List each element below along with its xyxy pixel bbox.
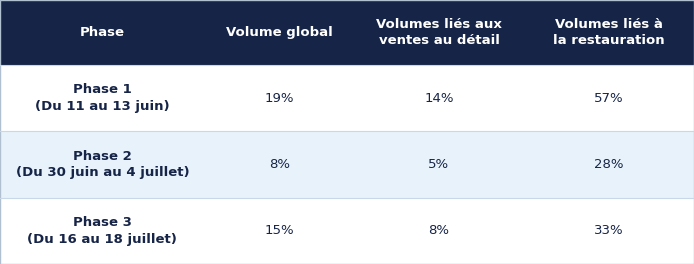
Text: Phase 1
(Du 11 au 13 juin): Phase 1 (Du 11 au 13 juin) [35, 83, 169, 113]
Text: 57%: 57% [594, 92, 624, 105]
Text: 8%: 8% [269, 158, 290, 171]
Text: Phase: Phase [80, 26, 125, 39]
Text: 19%: 19% [264, 92, 294, 105]
Bar [0, 131, 694, 198]
Text: Volumes liés aux
ventes au détail: Volumes liés aux ventes au détail [376, 18, 502, 47]
Text: Volumes liés à
la restauration: Volumes liés à la restauration [553, 18, 665, 47]
Text: Phase 2
(Du 30 juin au 4 juillet): Phase 2 (Du 30 juin au 4 juillet) [15, 150, 189, 179]
Text: 14%: 14% [424, 92, 454, 105]
Text: 8%: 8% [428, 224, 450, 237]
Bar [0, 0, 694, 65]
Text: 28%: 28% [594, 158, 624, 171]
Text: Volume global: Volume global [226, 26, 332, 39]
Text: 5%: 5% [428, 158, 450, 171]
Text: 15%: 15% [264, 224, 294, 237]
Bar [0, 198, 694, 264]
Text: Phase 3
(Du 16 au 18 juillet): Phase 3 (Du 16 au 18 juillet) [28, 216, 177, 246]
Text: 33%: 33% [594, 224, 624, 237]
Bar [0, 65, 694, 131]
